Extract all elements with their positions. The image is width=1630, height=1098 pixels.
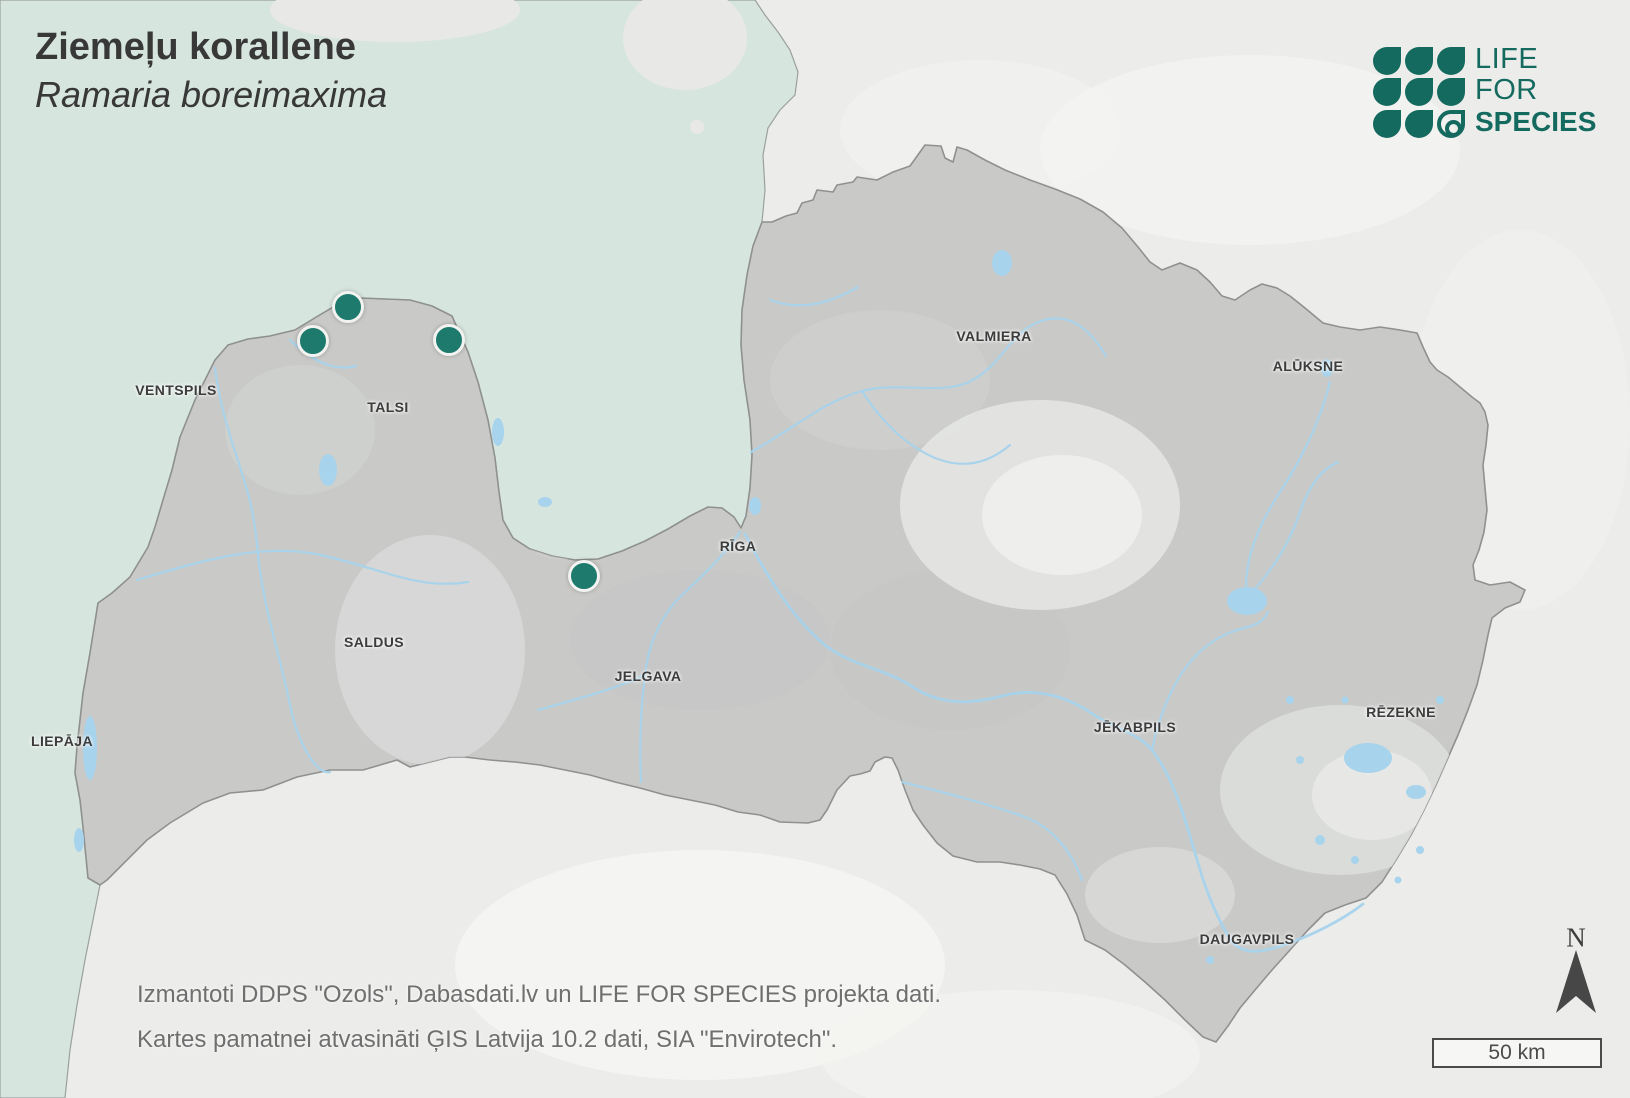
logo-drop-icon (1405, 78, 1433, 106)
city-label: LIEPĀJA (31, 733, 93, 749)
city-label: SALDUS (344, 634, 404, 650)
logo-drop-icon (1373, 110, 1401, 138)
city-label: JĒKABPILS (1093, 719, 1177, 735)
credits: Izmantoti DDPS "Ozols", Dabasdati.lv un … (137, 972, 941, 1062)
city-label: VALMIERA (956, 328, 1032, 344)
city-label: DAUGAVPILS (1199, 931, 1295, 947)
logo-line-life: LIFE (1475, 43, 1539, 75)
logo-drop-icon (1373, 47, 1401, 75)
city-label: JELGAVA (614, 668, 682, 684)
outside-relief (455, 55, 1630, 1098)
rivers (135, 285, 1365, 953)
lakes (74, 250, 1444, 964)
occurrence-marker (332, 291, 364, 323)
page-subtitle: Ramaria boreimaxima (35, 74, 388, 115)
latvia-region (74, 144, 1526, 1043)
credit-line-2: Kartes pamatnei atvasināti ĢIS Latvija 1… (137, 1026, 838, 1053)
logo-leaf-ring (1445, 120, 1462, 137)
logo-line-species: SPECIES (1475, 106, 1597, 137)
city-label: TALSI (367, 399, 409, 415)
scale-bar: 50 km (1432, 1038, 1602, 1068)
north-label: N (1566, 922, 1586, 953)
logo-line-for: FOR (1475, 74, 1538, 106)
occurrence-marker (433, 324, 465, 356)
logo-drop-icon (1373, 78, 1401, 106)
islands (270, 0, 747, 134)
title-block: Ziemeļu korallene Ramaria boreimaxima (35, 22, 387, 118)
logo-drop-icon (1405, 110, 1433, 138)
north-arrow-icon (1556, 950, 1596, 1013)
city-label: ALŪKSNE (1272, 358, 1344, 374)
logo-text: LIFE FOR SPECIES (1475, 43, 1597, 138)
city-label: RĒZEKNE (1366, 704, 1436, 720)
page-title: Ziemeļu korallene (35, 26, 357, 68)
logo-drop-icon (1405, 47, 1433, 75)
logo-drop-icon (1437, 78, 1465, 106)
occurrence-marker (568, 560, 600, 592)
credit-line-1: Izmantoti DDPS "Ozols", Dabasdati.lv un … (137, 981, 942, 1008)
occurrence-marker (297, 325, 329, 357)
city-label: RĪGA (719, 538, 757, 554)
city-label: VENTSPILS (135, 382, 217, 398)
scale-bar-label: 50 km (1488, 1041, 1546, 1064)
logo-drop-icon (1437, 47, 1465, 75)
logo-leaf-icon (1437, 110, 1465, 138)
